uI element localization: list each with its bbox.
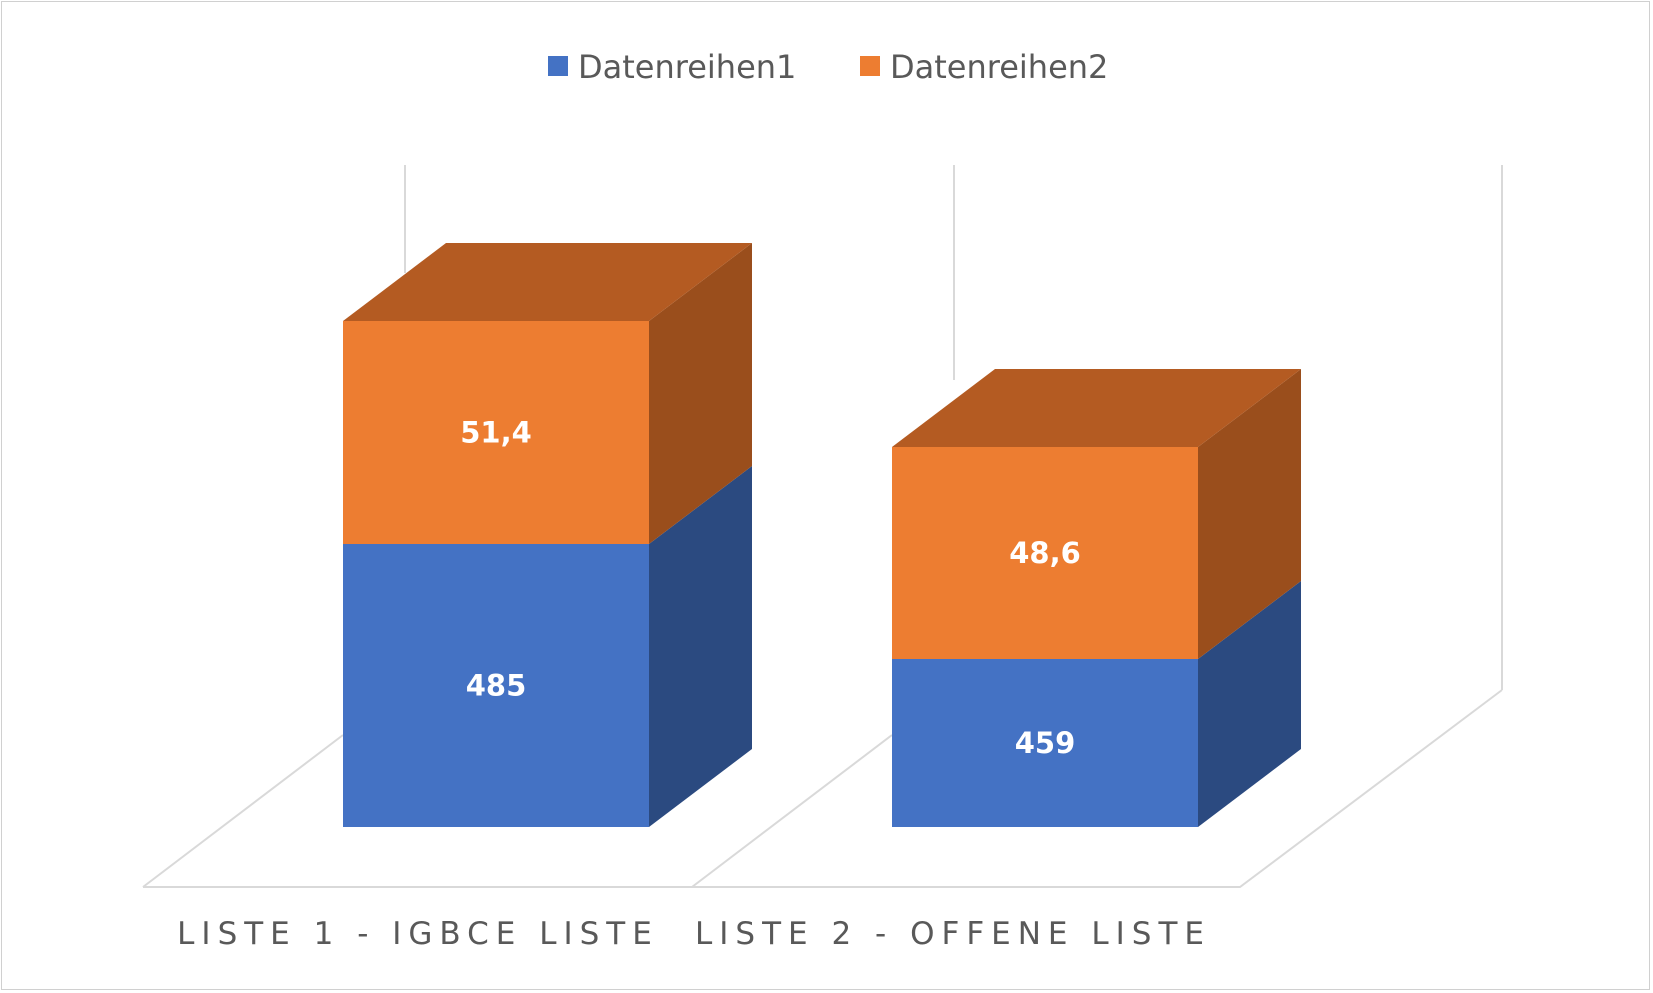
bar-front xyxy=(892,659,1198,827)
bar-top xyxy=(892,369,1301,447)
legend-swatch xyxy=(860,56,880,76)
bar-side xyxy=(1198,369,1301,659)
category-labels: LISTE 1 - IGBCE LISTE LISTE 2 - OFFENE LI… xyxy=(177,916,1211,952)
floor-left-edge xyxy=(142,734,344,888)
bar-side xyxy=(649,243,752,544)
floor-divider xyxy=(691,734,893,888)
bar-side xyxy=(649,466,752,827)
legend-label: Datenreihen2 xyxy=(890,48,1108,86)
data-label: 51,4 xyxy=(460,416,532,450)
floor-front-edge xyxy=(143,689,1503,888)
data-label: 48,6 xyxy=(1009,536,1081,570)
legend: Datenreihen1 Datenreihen2 xyxy=(548,48,1108,86)
legend-swatch xyxy=(548,56,568,76)
category-label: LISTE 2 - OFFENE LISTE xyxy=(695,916,1211,952)
bar-front xyxy=(892,447,1198,659)
bars: 485 51,4 459 48,6 xyxy=(343,243,1301,827)
bar-top xyxy=(343,243,752,321)
data-label: 459 xyxy=(1015,726,1076,760)
bar-front xyxy=(343,321,649,544)
legend-label: Datenreihen1 xyxy=(578,48,796,86)
bar-segment: 51,4 xyxy=(343,243,752,544)
bar-segment: 459 xyxy=(892,581,1301,827)
bar-segment: 485 xyxy=(343,466,752,827)
bar-segment: 48,6 xyxy=(892,369,1301,659)
bar-side xyxy=(1198,581,1301,827)
data-label: 485 xyxy=(466,669,527,703)
chart-walls xyxy=(142,165,1503,888)
bar-front xyxy=(343,544,649,827)
category-label: LISTE 1 - IGBCE LISTE xyxy=(177,916,659,952)
